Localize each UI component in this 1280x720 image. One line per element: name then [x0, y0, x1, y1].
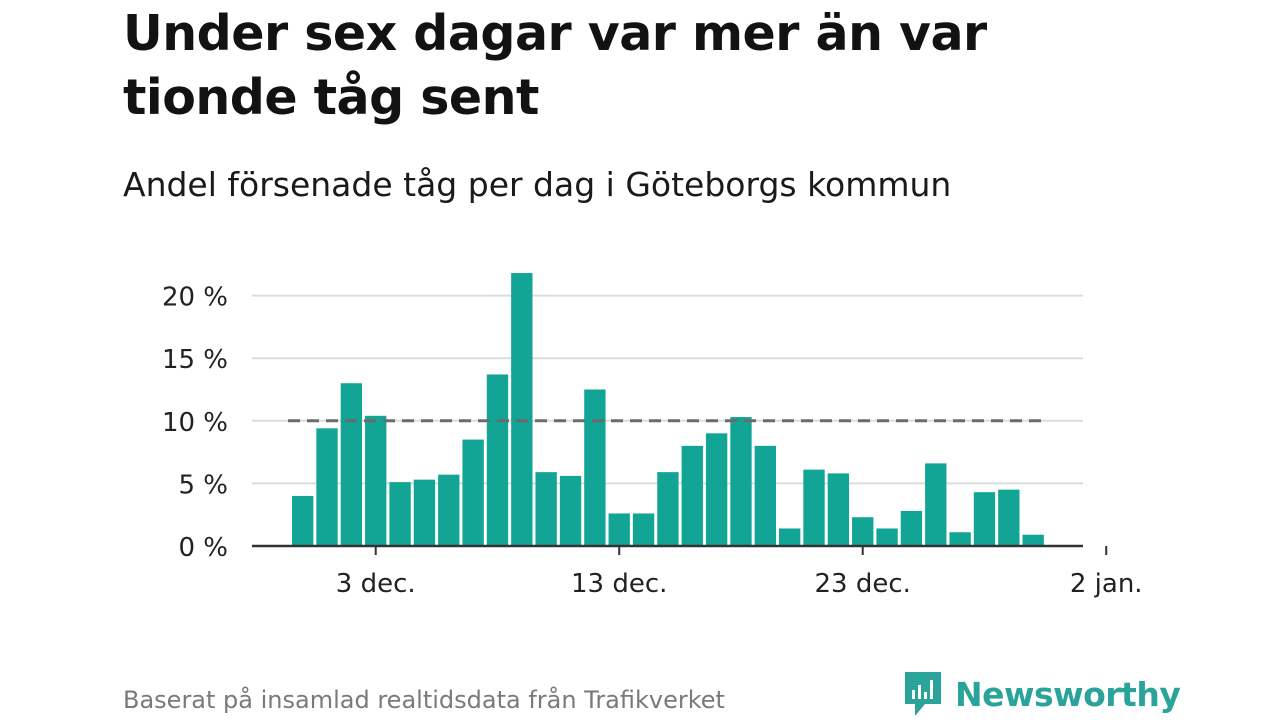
bar [486, 374, 509, 546]
bar [511, 273, 533, 546]
bar [803, 469, 825, 546]
bar [340, 383, 363, 546]
x-tick-label: 23 dec. [815, 569, 911, 599]
bar [608, 513, 630, 546]
bar [657, 472, 679, 546]
bar [827, 473, 850, 546]
bar [998, 489, 1020, 546]
bar [949, 532, 971, 546]
y-tick-label: 5 % [178, 470, 228, 500]
bar [316, 428, 338, 546]
bar [900, 510, 923, 546]
bar [365, 415, 387, 546]
bar [876, 528, 898, 546]
bar [535, 472, 557, 546]
x-tick-label: 2 jan. [1070, 569, 1143, 599]
bar [705, 433, 728, 546]
chart-subtitle: Andel försenade tåg per dag i Göteborgs … [123, 165, 952, 204]
chart-title: Under sex dagar var mer än var tionde tå… [123, 5, 987, 126]
bar [779, 528, 801, 546]
bar [681, 445, 703, 546]
y-tick-label: 10 % [162, 408, 228, 438]
bar [754, 445, 776, 546]
bar [1022, 534, 1044, 546]
bar [462, 439, 484, 546]
brand-name: Newsworthy [955, 674, 1181, 714]
source-note: Baserat på insamlad realtidsdata från Tr… [123, 686, 725, 714]
brand-logo: Newsworthy [903, 670, 1181, 718]
newsworthy-logo-icon [905, 672, 941, 716]
bar [413, 479, 436, 546]
bar-chart: 0 % 5 % 10 % 15 % 20 % 3 dec. 13 dec. 23 dec. 2 … [162, 273, 1143, 599]
bar [852, 517, 874, 546]
y-tick-label: 15 % [162, 345, 228, 375]
bar [925, 463, 947, 546]
bar [559, 475, 582, 546]
x-tick-label: 13 dec. [571, 569, 667, 599]
y-tick-label: 20 % [162, 283, 228, 313]
bar [730, 417, 752, 546]
bar [292, 495, 314, 546]
bar [389, 482, 411, 546]
y-tick-label: 0 % [178, 533, 228, 563]
bar [438, 474, 460, 546]
bar [973, 492, 996, 546]
x-tick-label: 3 dec. [336, 569, 416, 599]
bar [632, 513, 655, 546]
bar [584, 389, 606, 546]
